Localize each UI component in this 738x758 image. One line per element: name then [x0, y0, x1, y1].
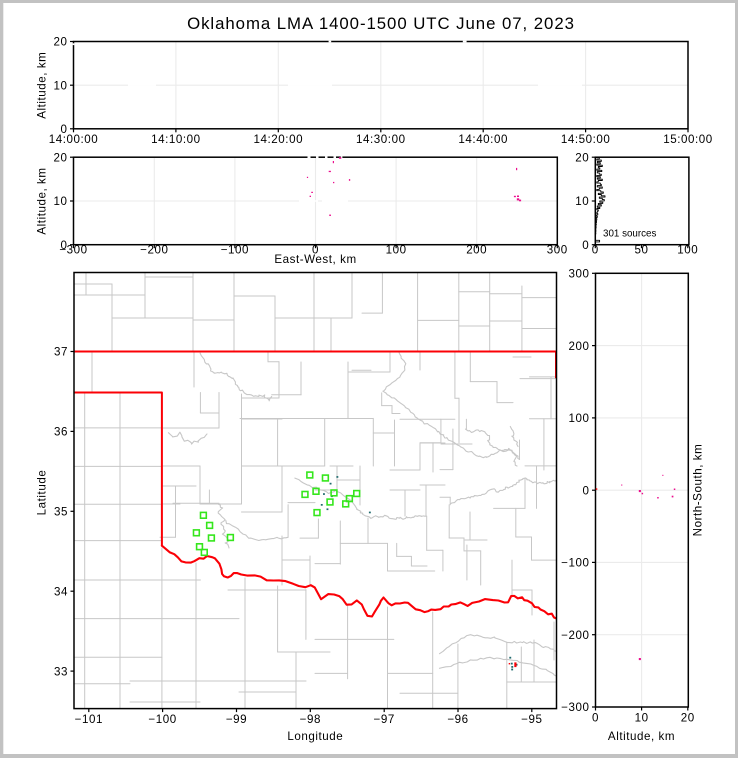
svg-text:15:00:00: 15:00:00 [663, 133, 713, 146]
svg-text:14:20:00: 14:20:00 [254, 133, 304, 146]
svg-text:20: 20 [54, 36, 68, 49]
svg-text:10: 10 [54, 79, 68, 92]
svg-text:−95: −95 [521, 713, 542, 726]
svg-text:−300: −300 [561, 701, 589, 714]
svg-text:10: 10 [575, 195, 589, 208]
svg-text:0: 0 [61, 239, 68, 252]
svg-text:−300: −300 [59, 243, 87, 256]
svg-text:0: 0 [312, 243, 319, 256]
svg-text:14:00:00: 14:00:00 [49, 133, 99, 146]
svg-text:200: 200 [569, 340, 590, 353]
svg-text:301 sources: 301 sources [603, 229, 656, 240]
svg-text:−100: −100 [148, 713, 176, 726]
svg-text:−200: −200 [561, 629, 589, 642]
svg-text:14:40:00: 14:40:00 [458, 133, 508, 146]
svg-text:−96: −96 [447, 713, 468, 726]
svg-text:0: 0 [61, 123, 68, 136]
svg-text:0: 0 [592, 712, 599, 725]
svg-text:−100: −100 [221, 243, 249, 256]
svg-text:0: 0 [592, 243, 599, 256]
svg-text:10: 10 [54, 195, 68, 208]
svg-text:Altitude, km: Altitude, km [35, 52, 48, 119]
svg-text:−98: −98 [300, 713, 321, 726]
svg-text:37: 37 [54, 346, 68, 359]
svg-text:200: 200 [466, 243, 487, 256]
svg-text:10: 10 [635, 712, 649, 725]
svg-text:0: 0 [583, 484, 590, 497]
svg-text:Altitude, km: Altitude, km [35, 167, 48, 234]
svg-text:−99: −99 [226, 713, 247, 726]
svg-text:20: 20 [54, 151, 68, 164]
svg-text:North-South, km: North-South, km [692, 444, 705, 537]
svg-text:East-West, km: East-West, km [274, 253, 356, 266]
svg-text:34: 34 [54, 585, 68, 598]
svg-text:20: 20 [575, 151, 589, 164]
svg-text:100: 100 [386, 243, 407, 256]
svg-text:14:30:00: 14:30:00 [356, 133, 406, 146]
svg-text:300: 300 [547, 243, 568, 256]
svg-text:Altitude, km: Altitude, km [608, 730, 675, 743]
svg-text:100: 100 [569, 412, 590, 425]
svg-text:33: 33 [54, 665, 68, 678]
svg-text:300: 300 [569, 268, 590, 281]
svg-text:−97: −97 [374, 713, 395, 726]
svg-text:−200: −200 [140, 243, 168, 256]
svg-text:36: 36 [54, 426, 68, 439]
svg-text:Latitude: Latitude [35, 470, 48, 516]
svg-text:14:50:00: 14:50:00 [561, 133, 611, 146]
svg-text:Longitude: Longitude [287, 730, 343, 743]
svg-text:−100: −100 [561, 557, 589, 570]
svg-text:35: 35 [54, 506, 68, 519]
svg-text:−101: −101 [75, 713, 103, 726]
svg-text:50: 50 [635, 243, 649, 256]
svg-text:100: 100 [677, 243, 698, 256]
svg-text:20: 20 [681, 712, 695, 725]
svg-text:Oklahoma LMA 1400-1500 UTC Jun: Oklahoma LMA 1400-1500 UTC June 07, 2023 [187, 14, 575, 33]
svg-text:14:10:00: 14:10:00 [151, 133, 201, 146]
svg-text:0: 0 [582, 239, 589, 252]
